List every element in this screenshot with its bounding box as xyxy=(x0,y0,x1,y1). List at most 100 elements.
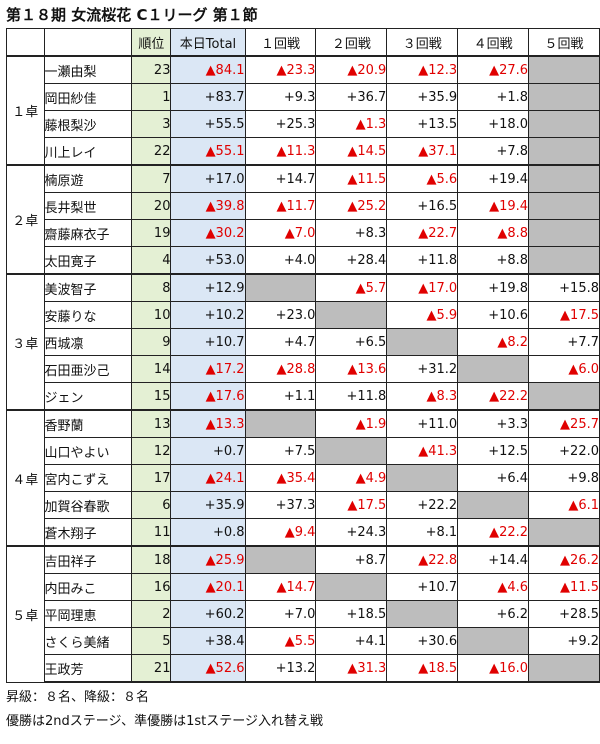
player-rank: 7 xyxy=(131,164,172,193)
player-row: 宮内こずえ 17 ▲24.1 ▲35.4 ▲4.9 +6.4 +9.8 xyxy=(7,464,600,492)
player-rank: 6 xyxy=(131,491,172,519)
game-blank-cell xyxy=(386,600,459,628)
player-total: +53.0 xyxy=(170,246,246,275)
header-game-4: ４回戦 xyxy=(457,28,530,57)
player-rank: 18 xyxy=(131,545,172,574)
game-score-1: +9.3 xyxy=(244,83,317,111)
game-score-2: ▲4.9 xyxy=(315,464,388,492)
player-row: ジェン 15 ▲17.6 +1.1 +11.8 ▲8.3 ▲22.2 xyxy=(7,382,600,411)
header-row: 順位 本日Total １回戦 ２回戦 ３回戦 ４回戦 ５回戦 xyxy=(6,28,600,57)
game-score-5: ▲17.5 xyxy=(528,301,600,329)
game-blank-cell xyxy=(315,437,388,465)
game-score-3: ▲41.3 xyxy=(386,437,459,465)
header-blank xyxy=(43,28,133,57)
player-name: 安藤りな xyxy=(43,301,133,329)
game-score-4: +6.2 xyxy=(457,600,530,628)
game-blank-cell xyxy=(244,273,317,302)
game-score-1: ▲35.4 xyxy=(244,464,317,492)
player-row: 内田みこ 16 ▲20.1 ▲14.7 +10.7 ▲4.6 ▲11.5 xyxy=(7,573,600,601)
game-score-5: +9.2 xyxy=(528,627,600,655)
player-name: ジェン xyxy=(43,382,133,411)
game-blank-cell xyxy=(457,627,530,655)
player-rank: 20 xyxy=(131,192,172,220)
player-row: 王政芳 21 ▲52.6 +13.2 ▲31.3 ▲18.5 ▲16.0 xyxy=(7,654,600,683)
game-score-2: +11.8 xyxy=(315,382,388,411)
game-blank-cell xyxy=(528,83,600,111)
player-rank: 1 xyxy=(131,83,172,111)
player-total: ▲20.1 xyxy=(170,573,246,601)
game-score-2: +36.7 xyxy=(315,83,388,111)
game-blank-cell xyxy=(244,409,317,438)
game-score-2: ▲13.6 xyxy=(315,355,388,383)
player-row: ４卓 香野蘭 13 ▲13.3 ▲1.9 +11.0 +3.3 ▲25.7 xyxy=(6,409,600,547)
player-rank: 14 xyxy=(131,355,172,383)
player-row: さくら美緒 5 +38.4 ▲5.5 +4.1 +30.6 +9.2 xyxy=(7,627,600,655)
game-blank-cell xyxy=(528,219,600,247)
player-rank: 23 xyxy=(131,55,172,84)
player-total: ▲17.2 xyxy=(170,355,246,383)
game-score-3: ▲18.5 xyxy=(386,654,459,683)
player-row: ５卓 吉田祥子 18 ▲25.9 +8.7 ▲22.8 +14.4 ▲26.2 xyxy=(6,545,600,683)
player-rank: 19 xyxy=(131,219,172,247)
game-score-5: ▲6.1 xyxy=(528,491,600,519)
player-total: +0.7 xyxy=(170,437,246,465)
player-name: さくら美緒 xyxy=(43,627,133,655)
game-score-4: ▲22.2 xyxy=(457,518,530,547)
footer-promotion-note: 昇級：８名、降級：８名 xyxy=(6,690,150,705)
player-rank: 5 xyxy=(131,627,172,655)
game-score-3: +8.1 xyxy=(386,518,459,547)
game-score-2: ▲14.5 xyxy=(315,137,388,166)
player-total: ▲39.8 xyxy=(170,192,246,220)
game-score-2: ▲5.7 xyxy=(315,273,388,302)
results-table: 順位 本日Total １回戦 ２回戦 ３回戦 ４回戦 ５回戦 １卓 一瀬由梨 23 ▲… xyxy=(6,28,600,683)
footer-stage-note: 優勝は2ndステージ、準優勝は1stステージ入れ替え戦 xyxy=(6,714,323,729)
player-row: 石田亜沙己 14 ▲17.2 ▲28.8 ▲13.6 +31.2 ▲6.0 xyxy=(7,355,600,383)
game-score-3: +11.8 xyxy=(386,246,459,275)
game-score-1: ▲5.5 xyxy=(244,627,317,655)
header-game-5: ５回戦 xyxy=(528,28,600,57)
game-score-2: +28.4 xyxy=(315,246,388,275)
game-blank-cell xyxy=(528,192,600,220)
game-score-4: +8.8 xyxy=(457,246,530,275)
player-row: 安藤りな 10 +10.2 +23.0 ▲5.9 +10.6 ▲17.5 xyxy=(7,301,600,329)
header-total: 本日Total xyxy=(170,28,246,57)
game-score-3: +30.6 xyxy=(386,627,459,655)
player-total: ▲25.9 xyxy=(170,545,246,574)
game-score-5: +15.8 xyxy=(528,273,600,302)
game-blank-cell xyxy=(528,137,600,166)
game-score-4: +10.6 xyxy=(457,301,530,329)
player-rank: 2 xyxy=(131,600,172,628)
game-score-1: ▲28.8 xyxy=(244,355,317,383)
player-rank: 9 xyxy=(131,328,172,356)
player-total: +0.8 xyxy=(170,518,246,547)
game-score-4: ▲19.4 xyxy=(457,192,530,220)
game-score-4: ▲8.8 xyxy=(457,219,530,247)
game-score-4: +12.5 xyxy=(457,437,530,465)
game-blank-cell xyxy=(315,301,388,329)
game-score-4: +19.4 xyxy=(457,164,530,193)
player-name: 太田寛子 xyxy=(43,246,133,275)
player-rank: 10 xyxy=(131,301,172,329)
game-score-4: +18.0 xyxy=(457,110,530,138)
table-group-label: ５卓 xyxy=(6,545,45,683)
game-score-2: ▲25.2 xyxy=(315,192,388,220)
game-blank-cell xyxy=(528,246,600,275)
player-total: +10.7 xyxy=(170,328,246,356)
game-blank-cell xyxy=(386,328,459,356)
player-total: ▲55.1 xyxy=(170,137,246,166)
player-rank: 4 xyxy=(131,246,172,275)
game-blank-cell xyxy=(528,518,600,547)
table-group-label: １卓 xyxy=(6,55,45,166)
header-game-2: ２回戦 xyxy=(315,28,388,57)
player-row: 藤根梨沙 3 +55.5 +25.3 ▲1.3 +13.5 +18.0 xyxy=(7,110,600,138)
header-game-1: １回戦 xyxy=(244,28,317,57)
game-score-3: ▲8.3 xyxy=(386,382,459,411)
player-name: 西城凛 xyxy=(43,328,133,356)
player-row: 蒼木翔子 11 +0.8 ▲9.4 +24.3 +8.1 ▲22.2 xyxy=(7,518,600,547)
player-total: +60.2 xyxy=(170,600,246,628)
player-rank: 15 xyxy=(131,382,172,411)
player-row: 西城凛 9 +10.7 +4.7 +6.5 ▲8.2 +7.7 xyxy=(7,328,600,356)
player-rank: 21 xyxy=(131,654,172,683)
player-rank: 8 xyxy=(131,273,172,302)
player-name: 内田みこ xyxy=(43,573,133,601)
